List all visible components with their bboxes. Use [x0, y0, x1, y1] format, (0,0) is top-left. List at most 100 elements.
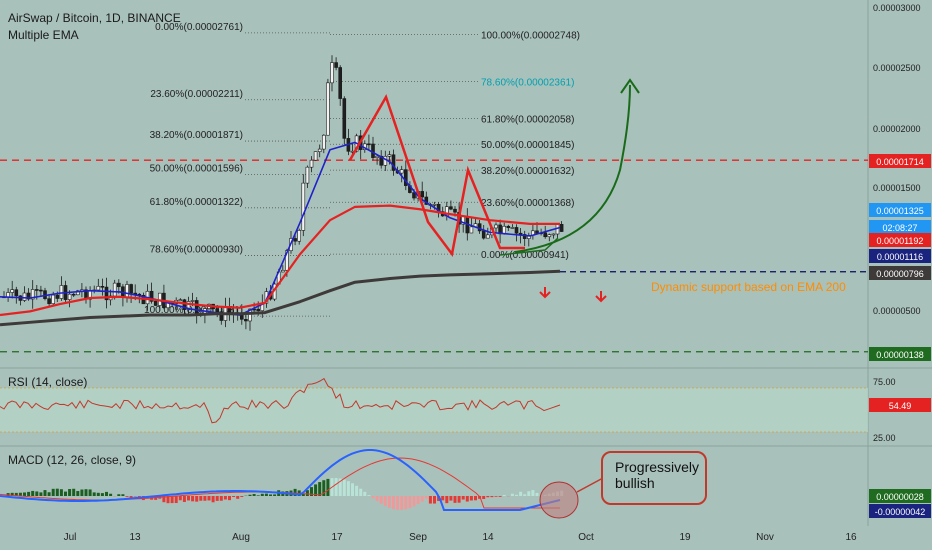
price-candle-body	[367, 143, 371, 146]
price-badge	[869, 249, 931, 263]
macd-histogram-bar	[486, 496, 490, 498]
callout-line-2: bullish	[615, 475, 655, 491]
price-candle-body	[301, 182, 306, 231]
macd-histogram-bar	[305, 490, 309, 496]
price-candle-body	[256, 308, 261, 311]
macd-histogram-bar	[236, 496, 240, 499]
time-axis-label: 14	[482, 532, 494, 543]
price-candle-body	[506, 225, 511, 228]
macd-histogram-bar	[14, 492, 18, 496]
macd-histogram-bar	[64, 491, 67, 496]
macd-histogram-bar	[490, 496, 494, 498]
macd-histogram-bar	[109, 493, 113, 496]
callout-line-1: Progressively	[615, 459, 700, 475]
rsi-axis-tick: 25.00	[873, 433, 896, 443]
price-candle-body	[383, 155, 388, 166]
macd-histogram-bar	[396, 496, 400, 510]
fib-level-label: 50.00%(0.00001596)	[150, 164, 243, 175]
price-candle-body	[153, 301, 158, 306]
macd-histogram-bar	[387, 496, 391, 508]
price-candle-body	[371, 143, 375, 158]
chart-title: AirSwap / Bitcoin, 1D, BINANCE	[8, 11, 181, 25]
macd-histogram-bar	[170, 496, 174, 504]
macd-histogram-bar	[457, 496, 461, 503]
price-candle-body	[51, 294, 56, 304]
price-badge-label: 02:08:27	[882, 223, 917, 233]
price-candle-body	[485, 234, 490, 239]
macd-histogram-bar	[523, 494, 527, 496]
price-candle-body	[55, 294, 60, 299]
macd-histogram-bar	[416, 496, 420, 505]
macd-histogram-bar	[187, 496, 190, 501]
price-axis-tick: 0.00000500	[873, 306, 921, 316]
macd-histogram-bar	[18, 492, 22, 496]
price-candle-body	[321, 134, 326, 150]
price-candle-body	[334, 62, 338, 68]
macd-histogram-bar	[137, 496, 141, 498]
signal-badge	[869, 504, 931, 518]
price-candle-body	[125, 284, 129, 298]
projection-arrow	[514, 84, 631, 253]
price-candle-body	[67, 293, 72, 300]
price-candle-body	[453, 208, 457, 213]
time-axis-label: 17	[331, 532, 343, 543]
price-badge-label: 0.00000796	[876, 269, 924, 279]
price-badge	[869, 154, 931, 168]
price-candle-body	[104, 286, 109, 301]
price-candle-body	[326, 82, 330, 136]
price-candle-body	[190, 300, 195, 302]
macd-histogram-bar	[223, 496, 227, 500]
macd-histogram-bar	[264, 493, 268, 496]
macd-histogram-bar	[43, 490, 47, 496]
macd-histogram-bar	[424, 496, 428, 499]
macd-histogram-bar	[346, 481, 350, 496]
macd-histogram-bar	[465, 496, 469, 502]
macd-histogram-bar	[88, 489, 92, 496]
macd-histogram-bar	[494, 496, 498, 497]
fib-level-label: 61.80%(0.00001322)	[150, 197, 243, 208]
price-candle-body	[26, 292, 31, 300]
macd-histogram-bar	[379, 496, 383, 504]
macd-histogram-bar	[80, 489, 84, 496]
price-candle-body	[129, 284, 133, 294]
macd-histogram-bar	[72, 488, 76, 496]
price-candle-body	[10, 289, 14, 293]
macd-histogram-bar	[59, 489, 63, 496]
price-candle-body	[100, 286, 105, 288]
macd-histogram-bar	[76, 491, 80, 496]
macd-histogram-bar	[469, 496, 473, 501]
macd-histogram-bar	[437, 496, 441, 501]
price-candle-body	[76, 290, 80, 296]
price-candle-body	[34, 289, 39, 291]
price-candle-body	[39, 289, 43, 292]
macd-histogram-bar	[195, 496, 199, 502]
macd-histogram-bar	[338, 478, 342, 496]
price-candle-body	[412, 192, 416, 199]
macd-histogram-bar	[519, 491, 523, 496]
macd-histogram-bar	[269, 494, 272, 496]
price-badge-label: 0.00001714	[876, 157, 924, 167]
macd-histogram-bar	[449, 496, 453, 501]
macd-histogram-bar	[219, 496, 223, 501]
fib-level-label: 38.20%(0.00001632)	[481, 166, 574, 177]
macd-histogram-bar	[498, 496, 502, 497]
price-axis-tick: 0.00002500	[873, 63, 921, 73]
price-candle-body	[6, 292, 10, 298]
macd-histogram-bar	[301, 493, 305, 496]
macd-histogram-bar	[355, 485, 359, 496]
macd-histogram-bar	[326, 478, 330, 496]
fib-level-label: 78.60%(0.00000930)	[150, 244, 243, 255]
macd-histogram-bar	[293, 488, 297, 496]
macd-histogram-bar	[502, 494, 506, 496]
macd-histogram-bar	[342, 479, 346, 496]
macd-histogram-bar	[408, 496, 412, 509]
rsi-axis-tick: 75.00	[873, 377, 896, 387]
price-candle-body	[403, 169, 408, 186]
fib-level-label: 23.60%(0.00002211)	[150, 89, 243, 100]
macd-histogram-bar	[400, 496, 404, 510]
macd-histogram-bar	[174, 496, 178, 504]
price-candle-body	[248, 308, 252, 322]
projection-arrowhead	[620, 78, 640, 94]
macd-histogram-bar	[191, 496, 195, 502]
price-candle-body	[338, 67, 343, 99]
